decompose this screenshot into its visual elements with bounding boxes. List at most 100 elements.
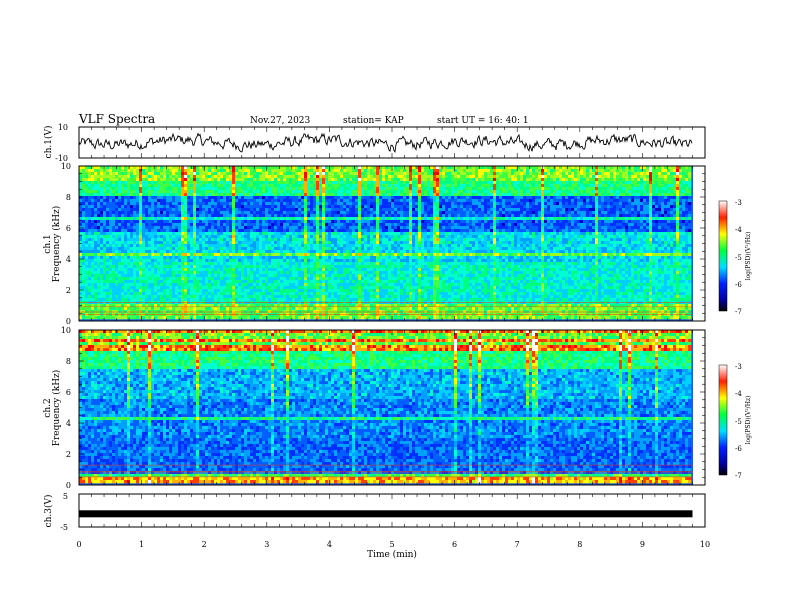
spectrogram-cell [214,295,218,299]
spectrogram-cell [199,271,203,275]
spectrogram-cell [151,220,155,224]
spectrogram-cell [244,280,248,284]
spectrogram-cell [181,229,185,233]
spectrogram-cell [112,262,116,266]
spectrogram-cell [190,235,194,239]
spectrogram-cell [160,181,164,185]
spectrogram-cell [340,238,344,242]
spectrogram-cell [160,211,164,215]
spectrogram-cell [208,235,212,239]
spectrogram-cell [247,250,251,254]
spectrogram-cell [187,304,191,308]
spectrogram-cell [79,169,83,173]
spectrogram-cell [349,316,353,320]
spectrogram-cell [187,247,191,251]
spectrogram-cell [253,211,257,215]
spectrogram-cell [325,184,329,188]
spectrogram-cell [349,196,353,200]
spectrogram-cell [319,316,323,320]
spectrogram-cell [232,187,236,191]
spectrogram-cell [199,253,203,257]
spectrogram-cell [337,244,341,248]
spectrogram-cell [133,280,137,284]
spectrogram-cell [112,172,116,176]
spectrogram-cell [364,202,368,206]
spectrogram-cell [301,289,305,293]
spectrogram-cell [193,190,197,194]
spectrogram-cell [175,193,179,197]
spectrogram-cell [115,244,119,248]
spectrogram-cell [331,244,335,248]
spectrogram-cell [358,265,362,269]
spectrogram-cell [298,214,302,218]
spectrogram-cell [109,205,113,209]
spectrogram-cell [169,232,173,236]
spectrogram-cell [253,202,257,206]
spectrogram-cell [256,184,260,188]
spectrogram-cell [328,175,332,179]
spectrogram-cell [211,307,215,311]
spectrogram-cell [166,166,170,170]
spectrogram-cell [148,202,152,206]
spectrogram-cell [316,202,320,206]
spectrogram-cell [349,265,353,269]
spectrogram-cell [223,226,227,230]
spectrogram-cell [346,202,350,206]
spectrogram-cell [304,286,308,290]
spectrogram-cell [355,181,359,185]
spectrogram-cell [259,244,263,248]
spectrogram-cell [94,241,98,245]
spectrogram-cell [211,265,215,269]
spectrogram-cell [325,229,329,233]
spectrogram-cell [202,190,206,194]
spectrogram-cell [355,211,359,215]
spectrogram-cell [277,235,281,239]
spectrogram-cell [106,268,110,272]
spectrogram-cell [256,265,260,269]
spectrogram-cell [349,184,353,188]
spectrogram-cell [322,304,326,308]
spectrogram-cell [283,316,287,320]
spectrogram-cell [319,262,323,266]
spectrogram-cell [109,196,113,200]
spectrogram-cell [184,202,188,206]
spectrogram-cell [154,208,158,212]
spectrogram-cell [202,283,206,287]
spectrogram-cell [241,187,245,191]
spectrogram-cell [157,250,161,254]
spectrogram-cell [280,241,284,245]
spectrogram-cell [193,193,197,197]
spectrogram-cell [268,235,272,239]
spectrogram-cell [142,271,146,275]
spectrogram-cell [88,190,92,194]
spectrogram-cell [145,205,149,209]
spectrogram-cell [307,274,311,278]
spectrogram-cell [331,307,335,311]
spectrogram-cell [340,274,344,278]
spectrogram-cell [190,262,194,266]
spectrogram-cell [262,223,266,227]
spectrogram-cell [334,262,338,266]
spectrogram-cell [346,304,350,308]
spectrogram-cell [286,175,290,179]
spectrogram-cell [334,235,338,239]
spectrogram-cell [310,280,314,284]
spectrogram-cell [316,172,320,176]
spectrogram-cell [271,187,275,191]
spectrogram-cell [109,217,113,221]
spectrogram-cell [325,208,329,212]
spectrogram-cell [127,229,131,233]
spectrogram-cell [154,295,158,299]
spectrogram-cell [181,226,185,230]
spectrogram-cell [265,274,269,278]
spectrogram-cell [175,184,179,188]
spectrogram-cell [229,235,233,239]
spectrogram-cell [355,187,359,191]
spectrogram-cell [283,235,287,239]
spectrogram-cell [265,253,269,257]
spectrogram-cell [214,184,218,188]
spectrogram-cell [148,283,152,287]
spectrogram-cell [331,268,335,272]
spectrogram-cell [226,256,230,260]
spectrogram-cell [205,250,209,254]
